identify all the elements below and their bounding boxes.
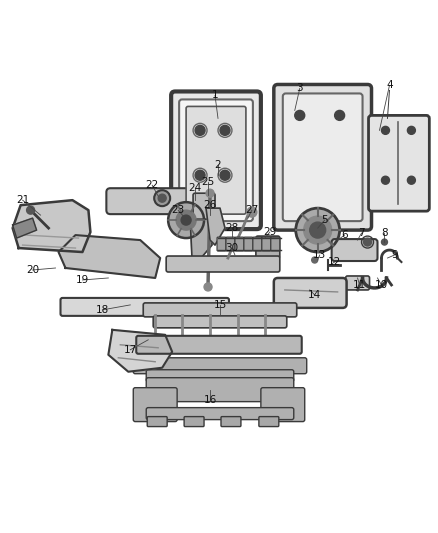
Circle shape bbox=[154, 190, 170, 206]
Circle shape bbox=[295, 110, 305, 120]
FancyBboxPatch shape bbox=[143, 303, 297, 317]
Text: 18: 18 bbox=[96, 305, 109, 315]
Circle shape bbox=[176, 210, 196, 230]
Circle shape bbox=[335, 110, 345, 120]
Circle shape bbox=[220, 125, 230, 135]
Text: 3: 3 bbox=[297, 84, 303, 93]
FancyBboxPatch shape bbox=[274, 84, 371, 230]
FancyBboxPatch shape bbox=[146, 408, 294, 419]
FancyBboxPatch shape bbox=[146, 378, 294, 402]
FancyBboxPatch shape bbox=[193, 193, 215, 219]
Text: 10: 10 bbox=[375, 280, 388, 290]
Circle shape bbox=[304, 216, 332, 244]
Text: 19: 19 bbox=[76, 275, 89, 285]
Polygon shape bbox=[13, 218, 37, 238]
FancyBboxPatch shape bbox=[235, 237, 244, 251]
Circle shape bbox=[220, 170, 230, 180]
Text: 21: 21 bbox=[16, 195, 29, 205]
Circle shape bbox=[310, 222, 326, 238]
Text: 13: 13 bbox=[313, 250, 326, 260]
Polygon shape bbox=[206, 208, 225, 245]
Circle shape bbox=[168, 202, 204, 238]
FancyBboxPatch shape bbox=[368, 116, 429, 211]
Text: 17: 17 bbox=[124, 345, 137, 355]
Circle shape bbox=[407, 126, 415, 134]
Circle shape bbox=[206, 189, 214, 197]
Text: 25: 25 bbox=[201, 177, 215, 187]
FancyBboxPatch shape bbox=[133, 358, 307, 374]
Text: 16: 16 bbox=[203, 394, 217, 405]
Text: 9: 9 bbox=[391, 250, 398, 260]
Text: 29: 29 bbox=[263, 227, 276, 237]
Text: 20: 20 bbox=[26, 265, 39, 275]
Text: 14: 14 bbox=[308, 290, 321, 300]
Text: 24: 24 bbox=[188, 183, 202, 193]
Text: 8: 8 bbox=[381, 228, 388, 238]
FancyBboxPatch shape bbox=[262, 237, 271, 251]
Polygon shape bbox=[13, 200, 90, 252]
FancyBboxPatch shape bbox=[171, 92, 261, 229]
Text: 22: 22 bbox=[145, 180, 159, 190]
Text: 4: 4 bbox=[386, 80, 393, 91]
FancyBboxPatch shape bbox=[271, 237, 280, 251]
FancyBboxPatch shape bbox=[217, 237, 226, 251]
Text: 27: 27 bbox=[245, 205, 258, 215]
Text: 28: 28 bbox=[225, 223, 239, 233]
FancyBboxPatch shape bbox=[283, 93, 363, 221]
Text: 12: 12 bbox=[328, 257, 341, 267]
Circle shape bbox=[381, 126, 389, 134]
Text: 2: 2 bbox=[215, 160, 221, 170]
FancyBboxPatch shape bbox=[153, 316, 287, 328]
Text: 7: 7 bbox=[358, 228, 365, 238]
FancyBboxPatch shape bbox=[147, 417, 167, 426]
Circle shape bbox=[195, 170, 205, 180]
Circle shape bbox=[195, 125, 205, 135]
FancyBboxPatch shape bbox=[106, 188, 202, 214]
FancyBboxPatch shape bbox=[166, 256, 280, 272]
Circle shape bbox=[312, 257, 318, 263]
FancyBboxPatch shape bbox=[184, 417, 204, 426]
Text: 15: 15 bbox=[213, 300, 226, 310]
Circle shape bbox=[381, 176, 389, 184]
FancyBboxPatch shape bbox=[136, 336, 302, 354]
FancyBboxPatch shape bbox=[226, 237, 235, 251]
Text: 23: 23 bbox=[172, 205, 185, 215]
FancyBboxPatch shape bbox=[332, 239, 378, 261]
FancyBboxPatch shape bbox=[221, 417, 241, 426]
Polygon shape bbox=[190, 215, 212, 265]
Text: 6: 6 bbox=[341, 230, 348, 240]
Circle shape bbox=[407, 176, 415, 184]
FancyBboxPatch shape bbox=[146, 370, 294, 382]
FancyBboxPatch shape bbox=[179, 100, 253, 221]
Circle shape bbox=[204, 283, 212, 291]
FancyBboxPatch shape bbox=[261, 387, 305, 422]
Text: 5: 5 bbox=[321, 215, 328, 225]
FancyBboxPatch shape bbox=[259, 417, 279, 426]
Polygon shape bbox=[59, 235, 160, 278]
Circle shape bbox=[247, 207, 257, 217]
FancyBboxPatch shape bbox=[186, 107, 246, 214]
FancyBboxPatch shape bbox=[60, 298, 229, 316]
Text: 30: 30 bbox=[226, 243, 239, 253]
Circle shape bbox=[27, 206, 35, 214]
Circle shape bbox=[381, 239, 388, 245]
FancyBboxPatch shape bbox=[256, 236, 280, 258]
Circle shape bbox=[181, 215, 191, 225]
FancyBboxPatch shape bbox=[244, 237, 253, 251]
FancyBboxPatch shape bbox=[253, 237, 262, 251]
Text: 1: 1 bbox=[212, 91, 218, 100]
Circle shape bbox=[364, 238, 371, 246]
FancyBboxPatch shape bbox=[346, 276, 370, 290]
Text: 26: 26 bbox=[203, 200, 217, 210]
Circle shape bbox=[158, 194, 166, 202]
FancyBboxPatch shape bbox=[274, 278, 346, 308]
Polygon shape bbox=[108, 330, 172, 372]
Circle shape bbox=[296, 208, 339, 252]
Text: 11: 11 bbox=[353, 280, 366, 290]
FancyBboxPatch shape bbox=[133, 387, 177, 422]
